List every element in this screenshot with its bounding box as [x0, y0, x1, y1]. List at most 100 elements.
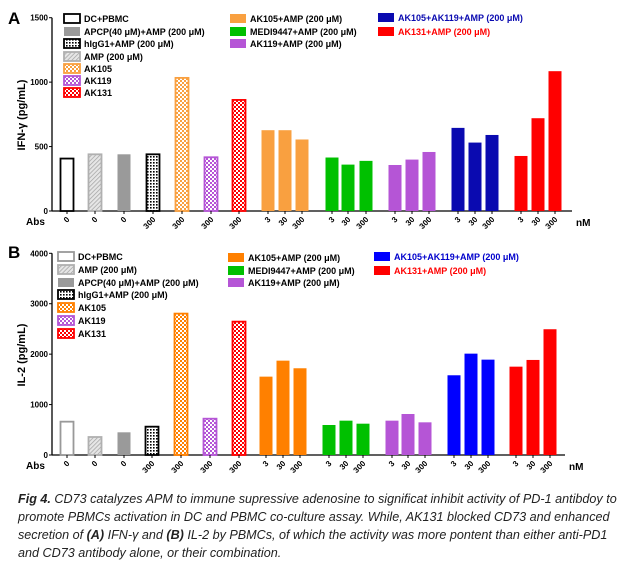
- x-tick-label: 30: [340, 215, 353, 228]
- y-tick-label: 2000: [30, 350, 48, 359]
- y-tick-label: 1000: [30, 78, 48, 87]
- legend-label: AK131+AMP (200 μM): [398, 27, 490, 37]
- legend-label: AK131: [78, 329, 106, 339]
- figure-caption: Fig 4. CD73 catalyzes APM to immune supr…: [18, 490, 618, 562]
- bar: [117, 154, 131, 211]
- x-prefix-label: Abs: [26, 461, 45, 472]
- x-tick-label: 3: [516, 215, 526, 225]
- legend-label: AK119+AMP (200 μM): [250, 39, 342, 49]
- bar: [87, 436, 103, 456]
- x-tick-label: 300: [199, 459, 215, 475]
- bar: [485, 134, 499, 211]
- x-tick-label: 30: [338, 459, 351, 472]
- caption-text: CD73 catalyzes APM to immune supressive …: [18, 492, 617, 542]
- bar: [173, 312, 189, 456]
- x-tick-label: 300: [200, 215, 216, 231]
- x-tick-label: 30: [275, 459, 288, 472]
- bar: [295, 139, 309, 211]
- x-tick-label: 0: [119, 215, 129, 225]
- y-tick-label: 4000: [30, 249, 48, 258]
- legend-swatch: [374, 252, 390, 261]
- x-tick-label: 30: [400, 459, 413, 472]
- x-tick-label: 30: [404, 215, 417, 228]
- x-tick-label: 3: [327, 215, 337, 225]
- bar: [481, 359, 495, 455]
- y-tick-label: 0: [44, 451, 49, 460]
- x-tick-label: 300: [228, 215, 244, 231]
- legend-label: APCP(40 μM)+AMP (200 μM): [84, 27, 205, 37]
- legend-label: AMP (200 μM): [78, 265, 137, 275]
- bar: [259, 376, 273, 455]
- bar: [325, 157, 339, 211]
- legend-swatch: [63, 75, 81, 86]
- legend-label: AK131+AMP (200 μM): [394, 266, 486, 276]
- legend-swatch: [230, 39, 246, 48]
- x-tick-label: 30: [277, 215, 290, 228]
- legend-swatch: [374, 266, 390, 275]
- legend-swatch: [378, 13, 394, 22]
- bar: [548, 71, 562, 212]
- x-tick-label: 300: [352, 459, 368, 475]
- bar: [405, 159, 419, 211]
- caption-a-text: IFN-γ and: [104, 528, 167, 542]
- x-tick-label: 30: [525, 459, 538, 472]
- legend-swatch: [63, 13, 81, 24]
- x-tick-label: 300: [142, 215, 158, 231]
- legend-label: AK119: [84, 76, 112, 86]
- bar: [202, 417, 218, 456]
- bar: [341, 164, 355, 211]
- legend-swatch: [57, 302, 75, 313]
- bar: [543, 329, 557, 455]
- bar: [231, 320, 247, 456]
- bar: [144, 425, 160, 456]
- legend-label: AK105: [84, 64, 112, 74]
- x-tick-label: 300: [228, 459, 244, 475]
- bar: [174, 76, 190, 212]
- bar: [293, 368, 307, 455]
- x-unit-label: nM: [569, 462, 583, 473]
- legend-swatch: [57, 289, 75, 300]
- x-unit-label: nM: [576, 218, 590, 229]
- x-tick-label: 300: [170, 459, 186, 475]
- caption-a-label: (A): [86, 528, 105, 542]
- x-tick-label: 0: [90, 215, 100, 225]
- x-tick-label: 30: [467, 215, 480, 228]
- x-tick-label: 3: [511, 459, 521, 469]
- caption-b-text: IL-2 by PBMCs, of which the activity was…: [18, 528, 608, 560]
- legend-swatch: [63, 87, 81, 98]
- legend-swatch: [57, 264, 75, 275]
- bar: [203, 156, 219, 212]
- x-tick-label: 300: [291, 215, 307, 231]
- chart-a: A 0 500 1000 1500 IFN-γ (pg/mL) Abs nM 0 0 0 300 300…: [8, 9, 590, 231]
- legend-label: MEDI9447+AMP (200 μM): [250, 27, 357, 37]
- chart-b: B 0 1000 2000 3000 4000 IL-2 (pg/mL) Abs nM 0 0 0 30…: [8, 243, 583, 475]
- x-tick-label: 0: [119, 459, 129, 469]
- x-tick-label: 3: [453, 215, 463, 225]
- bar: [464, 353, 478, 455]
- bar: [509, 366, 523, 455]
- x-tick-label: 3: [261, 459, 271, 469]
- legend-swatch: [63, 63, 81, 74]
- bar: [359, 160, 373, 211]
- x-tick-label: 300: [544, 215, 560, 231]
- y-tick-label: 1000: [30, 401, 48, 410]
- legend-swatch: [228, 253, 244, 262]
- x-tick-label: 3: [387, 459, 397, 469]
- legend-label: AK105+AMP (200 μM): [248, 253, 340, 263]
- x-tick-label: 3: [324, 459, 334, 469]
- legend-swatch: [228, 278, 244, 287]
- x-tick-label: 300: [477, 459, 493, 475]
- bar: [385, 420, 399, 455]
- x-tick-label: 300: [481, 215, 497, 231]
- bar: [451, 127, 465, 211]
- bar: [514, 155, 528, 211]
- y-tick-label: 500: [35, 143, 49, 152]
- bar: [356, 423, 370, 455]
- legend-swatch: [63, 38, 81, 49]
- x-tick-label: 300: [171, 215, 187, 231]
- x-tick-label: 0: [62, 459, 72, 469]
- x-tick-label: 300: [539, 459, 555, 475]
- y-axis-label: IFN-γ (pg/mL): [16, 79, 28, 150]
